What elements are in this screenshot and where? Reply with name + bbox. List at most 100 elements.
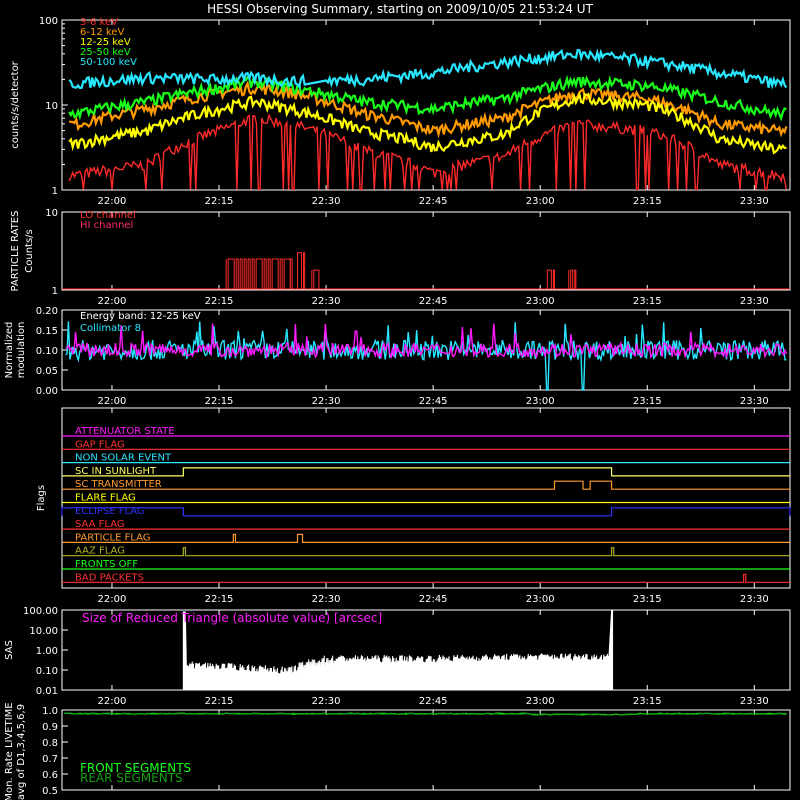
time-tick-label: 22:45 bbox=[419, 196, 448, 207]
y-tick-label: 0.00 bbox=[36, 386, 58, 397]
y-tick-label: 100 bbox=[39, 16, 58, 27]
y-tick-label: 0.9 bbox=[42, 722, 58, 733]
particle-burst bbox=[225, 258, 293, 290]
y-tick-label: 0.20 bbox=[36, 306, 58, 317]
series-line-50-100-kev bbox=[68, 48, 788, 90]
collimator-8-line bbox=[65, 321, 787, 391]
time-tick-label: 22:15 bbox=[205, 696, 234, 707]
time-tick-label: 23:00 bbox=[526, 196, 555, 207]
time-tick-label: 22:15 bbox=[205, 296, 234, 307]
figure-title: HESSI Observing Summary, starting on 200… bbox=[207, 2, 593, 16]
time-tick-label: 23:15 bbox=[633, 696, 662, 707]
particle-rate-panel: 22:00 22:15 22:30 22:45 23:00 23:15 23:30 10 1 PA… bbox=[10, 208, 791, 307]
time-tick-label: 22:45 bbox=[419, 696, 448, 707]
panels: 22:00 22:15 22:30 22:45 23:00 23:15 23:3010010… bbox=[4, 16, 791, 800]
flag-line bbox=[62, 533, 790, 543]
y-tick-label: 0.7 bbox=[42, 754, 58, 765]
flag-label: SAA FLAG bbox=[75, 519, 125, 530]
time-tick-label: 23:15 bbox=[633, 296, 662, 307]
y-tick-label: 10 bbox=[45, 208, 58, 219]
time-tick-label: 22:00 bbox=[98, 696, 127, 707]
time-tick-label: 23:00 bbox=[526, 696, 555, 707]
time-tick-label: 22:15 bbox=[205, 396, 234, 407]
flag-line bbox=[62, 480, 790, 490]
series-line-12-25-kev bbox=[68, 91, 787, 155]
time-tick-label: 22:30 bbox=[312, 396, 341, 407]
particle-rate-panel-frame bbox=[61, 211, 791, 291]
flag-label: SC IN SUNLIGHT bbox=[75, 466, 157, 477]
legend-entry: LO channel bbox=[80, 210, 136, 221]
time-tick-label: 22:30 bbox=[312, 594, 341, 605]
time-tick-label: 22:45 bbox=[419, 396, 448, 407]
legend-entry: 50-100 keV bbox=[80, 57, 137, 68]
sas-area bbox=[182, 610, 614, 690]
legend-entry: Collimator 8 bbox=[80, 323, 141, 334]
series-line-3-6-kev bbox=[68, 113, 788, 190]
time-tick-label: 23:30 bbox=[740, 696, 769, 707]
time-tick-label: 23:30 bbox=[740, 296, 769, 307]
time-tick-label: 23:00 bbox=[526, 594, 555, 605]
y-tick-label: 0.01 bbox=[36, 686, 58, 697]
modulation-magenta-line bbox=[65, 323, 788, 360]
y-tick-label: 1.00 bbox=[36, 646, 58, 657]
particle-ylabel: PARTICLE RATES bbox=[10, 211, 21, 292]
time-tick-label: 23:30 bbox=[740, 196, 769, 207]
y-tick-label: 0.6 bbox=[42, 770, 58, 781]
legend-entry: HI channel bbox=[80, 220, 133, 231]
flag-line bbox=[62, 573, 790, 583]
livetime-ylabel2: avg of D1,3,4,5,6,9 bbox=[16, 704, 27, 800]
time-tick-label: 23:00 bbox=[526, 396, 555, 407]
legend-entry: 12-25 keV bbox=[80, 37, 131, 48]
y-tick-label: 1.0 bbox=[42, 706, 58, 717]
modulation-ylabel2: modulation bbox=[16, 322, 27, 379]
y-tick-label: 1 bbox=[52, 286, 58, 297]
modulation-ylabel: Normalized bbox=[4, 322, 15, 379]
time-tick-label: 22:00 bbox=[98, 296, 127, 307]
time-tick-label: 22:30 bbox=[312, 696, 341, 707]
sas-legend: Size of Reduced Triangle (absolute value… bbox=[82, 611, 382, 625]
particle-ylabel2: Counts/s bbox=[24, 229, 35, 273]
sas-panel: 22:00 22:15 22:30 22:45 23:00 23:15 23:30 100.0… bbox=[4, 606, 791, 707]
flag-label: SC TRANSMITTER bbox=[75, 479, 162, 490]
flag-label: NON SOLAR EVENT bbox=[75, 453, 172, 464]
flag-label: GAP FLAG bbox=[75, 439, 125, 450]
legend-entry: FRONT SEGMENTS bbox=[80, 761, 191, 775]
flag-line bbox=[62, 467, 790, 477]
time-tick-label: 22:00 bbox=[98, 594, 127, 605]
time-tick-label: 23:15 bbox=[633, 196, 662, 207]
flags-panel-frame bbox=[61, 407, 791, 589]
y-tick-label: 0.5 bbox=[42, 786, 58, 797]
y-tick-label: 0.8 bbox=[42, 738, 58, 749]
livetime-panel: 1.0 0.9 0.8 0.7 0.6 0.5 Mon. Rate LIVETIME avg … bbox=[4, 702, 791, 800]
y-tick-label: 0.10 bbox=[36, 346, 58, 357]
y-tick-label: 0.10 bbox=[36, 666, 58, 677]
flag-line bbox=[62, 547, 790, 557]
legend-entry: 3-6 keV bbox=[80, 17, 118, 28]
particle-burst bbox=[311, 269, 320, 290]
legend-entry: 6-12 keV bbox=[80, 27, 124, 38]
flag-label: FRONTS OFF bbox=[75, 559, 138, 570]
y-tick-label: 0.05 bbox=[36, 366, 58, 377]
particle-burst bbox=[297, 252, 306, 290]
flag-label: AAZ FLAG bbox=[75, 546, 125, 557]
flag-line bbox=[61, 507, 791, 517]
time-tick-label: 23:00 bbox=[526, 296, 555, 307]
y-tick-label: 10.00 bbox=[29, 626, 58, 637]
flag-label: FLARE FLAG bbox=[75, 493, 136, 504]
flag-label: BAD PACKETS bbox=[75, 572, 144, 583]
flag-label: PARTICLE FLAG bbox=[75, 532, 151, 543]
y-tick-label: 0.15 bbox=[36, 326, 58, 337]
count-rate-ylabel: counts/s/detector bbox=[10, 60, 21, 148]
sas-ylabel: SAS bbox=[4, 640, 15, 660]
time-tick-label: 23:30 bbox=[740, 396, 769, 407]
y-tick-label: 100.00 bbox=[23, 606, 58, 617]
flags-panel: 22:00 22:15 22:30 22:45 23:00 23:15 23:30 Flags… bbox=[36, 407, 791, 605]
particle-burst bbox=[546, 269, 555, 290]
modulation-panel: 22:00 22:15 22:30 22:45 23:00 23:15 23:30 0.20 0… bbox=[4, 306, 791, 407]
y-tick-label: 10 bbox=[45, 101, 58, 112]
y-tick-label: 1 bbox=[52, 186, 58, 197]
time-tick-label: 23:30 bbox=[740, 594, 769, 605]
time-tick-label: 22:15 bbox=[205, 196, 234, 207]
time-tick-label: 23:15 bbox=[633, 594, 662, 605]
